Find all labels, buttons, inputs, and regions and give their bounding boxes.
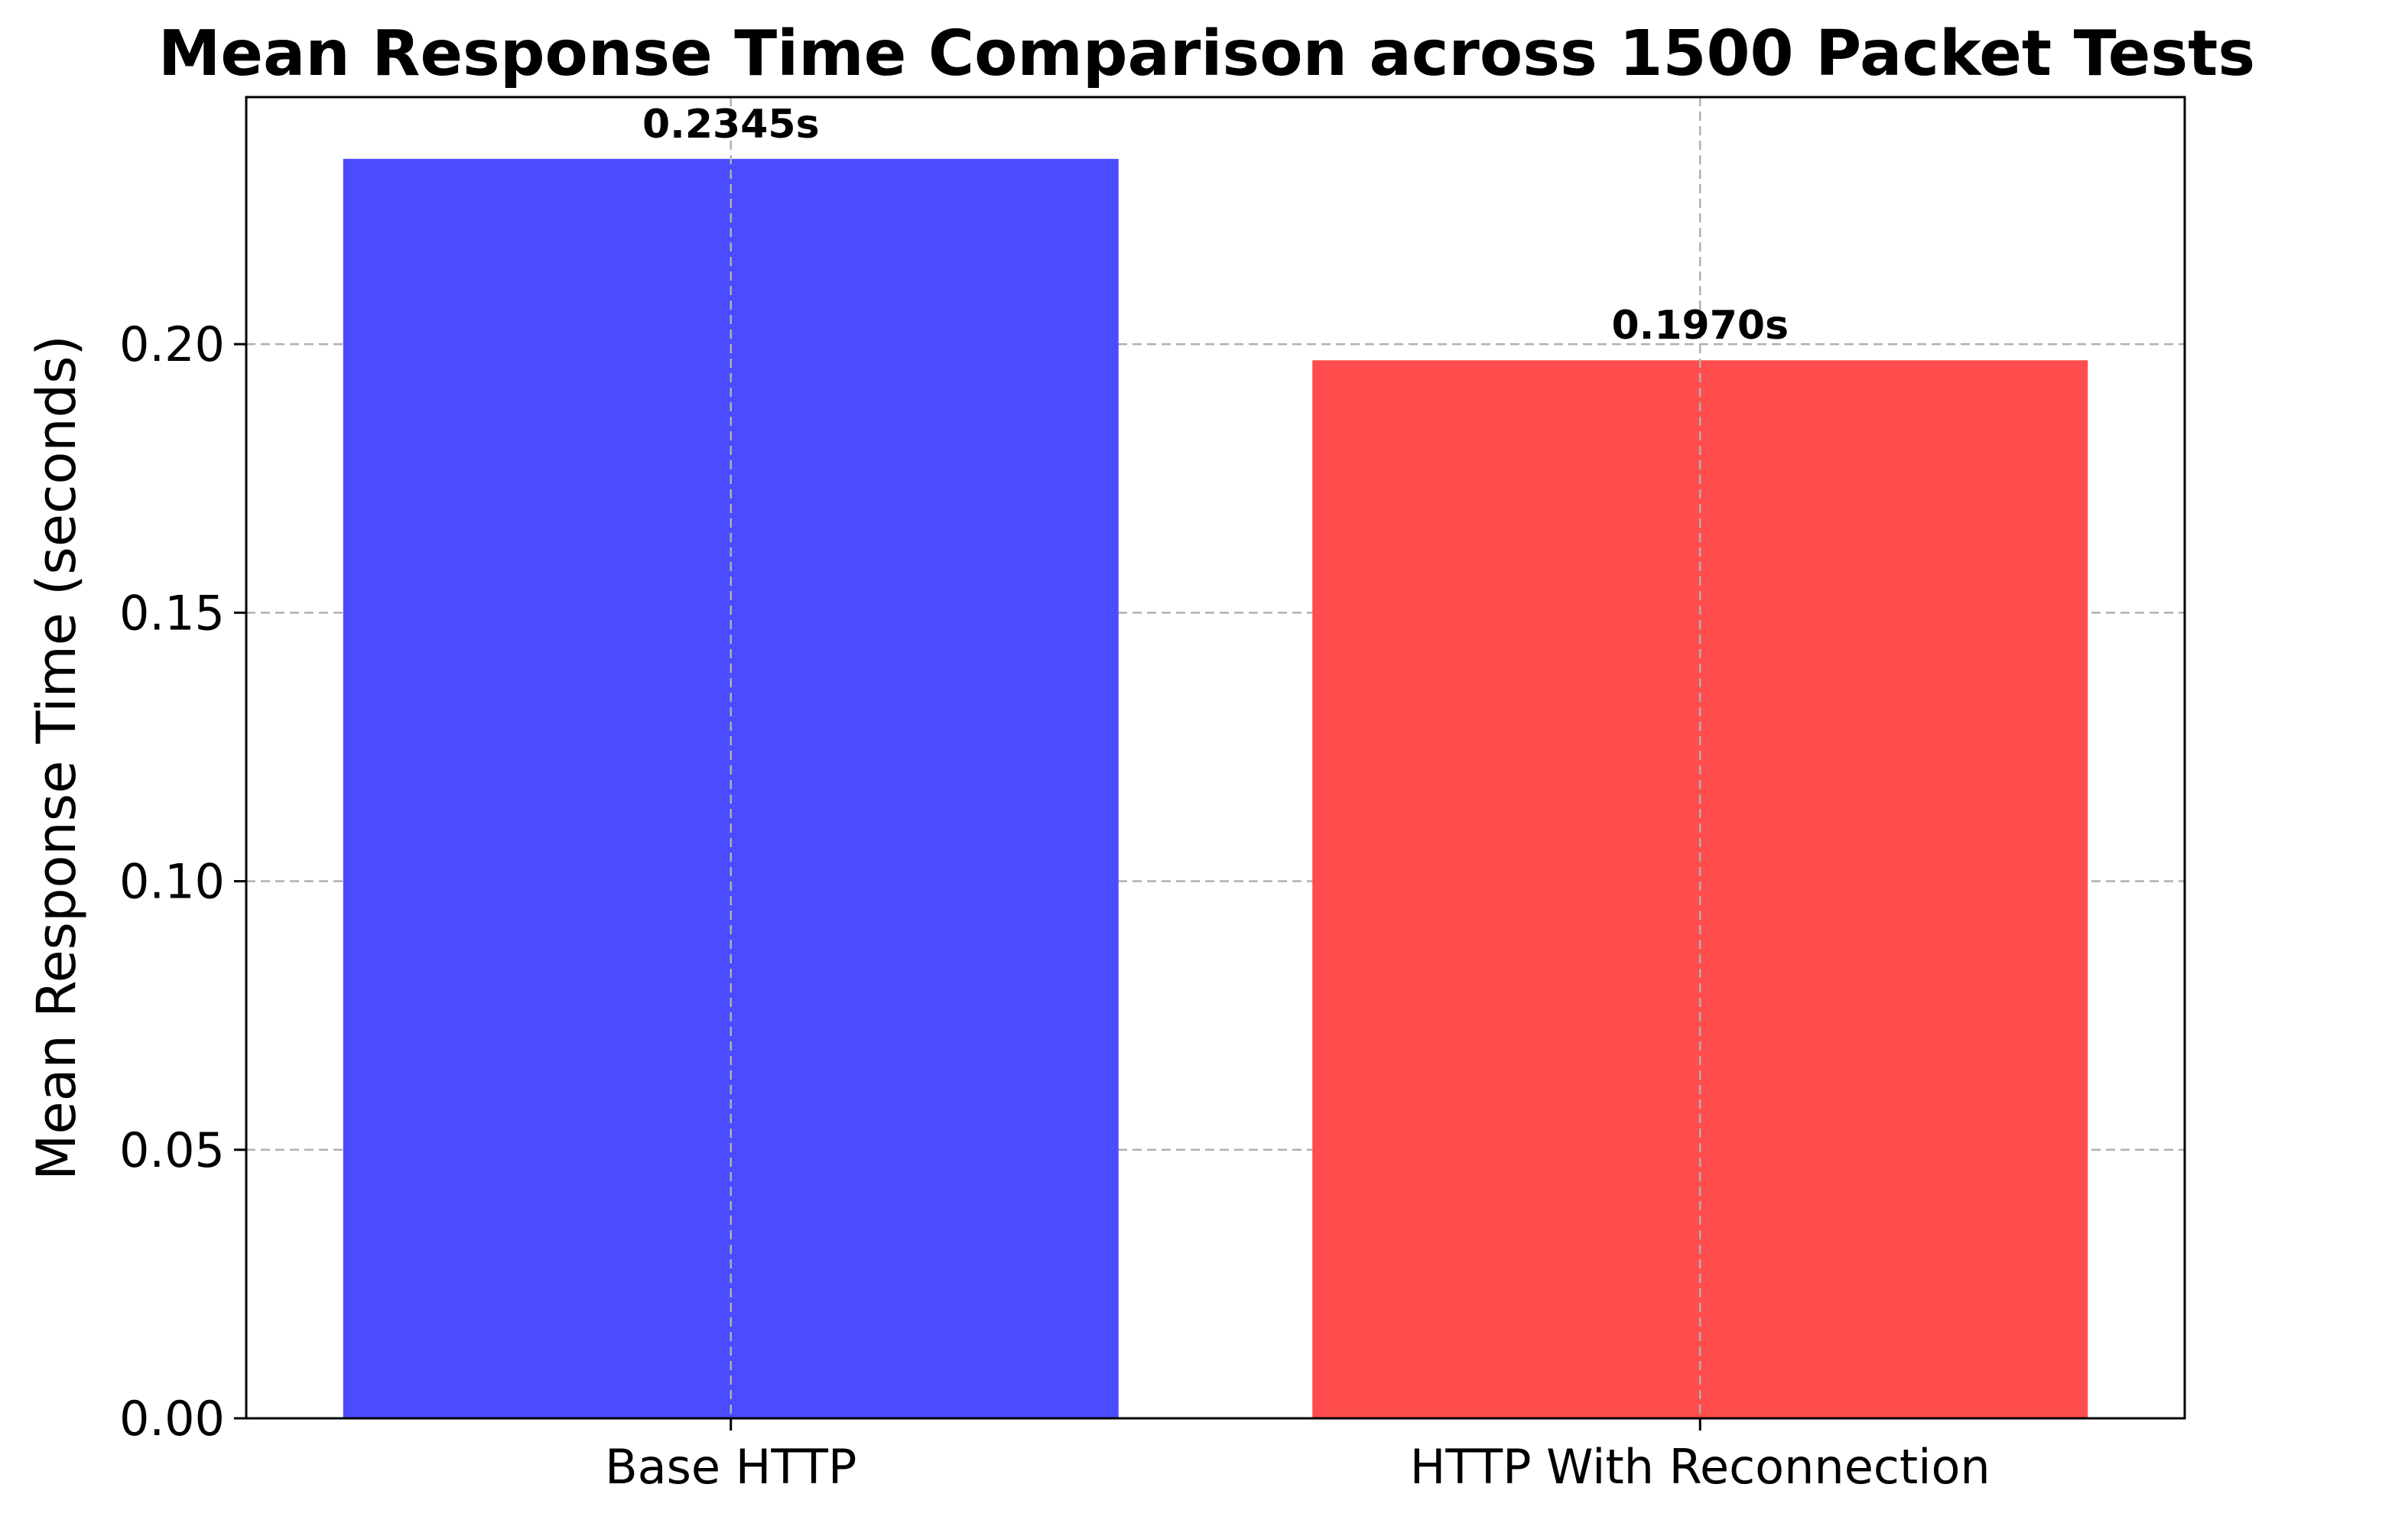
bars-layer <box>343 158 2088 1419</box>
bar-value-label: 0.1970s <box>1611 303 1789 349</box>
frame-layer <box>234 96 2186 1431</box>
plot-frame <box>245 96 2186 1420</box>
bar-value-label: 0.2345s <box>642 102 820 148</box>
y-tick-label: 0.10 <box>119 854 225 910</box>
y-tick-label: 0.20 <box>119 317 225 372</box>
x-tick-label: Base HTTP <box>605 1439 856 1495</box>
text-layer: Mean Response Time Comparison across 150… <box>25 18 2255 1495</box>
chart-title: Mean Response Time Comparison across 150… <box>158 18 2255 90</box>
y-tick-label: 0.15 <box>119 585 225 641</box>
y-tick-label: 0.05 <box>119 1122 225 1178</box>
x-tick-label: HTTP With Reconnection <box>1410 1439 1990 1495</box>
y-tick-label: 0.00 <box>119 1391 225 1447</box>
y-axis-label: Mean Response Time (seconds) <box>25 335 88 1181</box>
